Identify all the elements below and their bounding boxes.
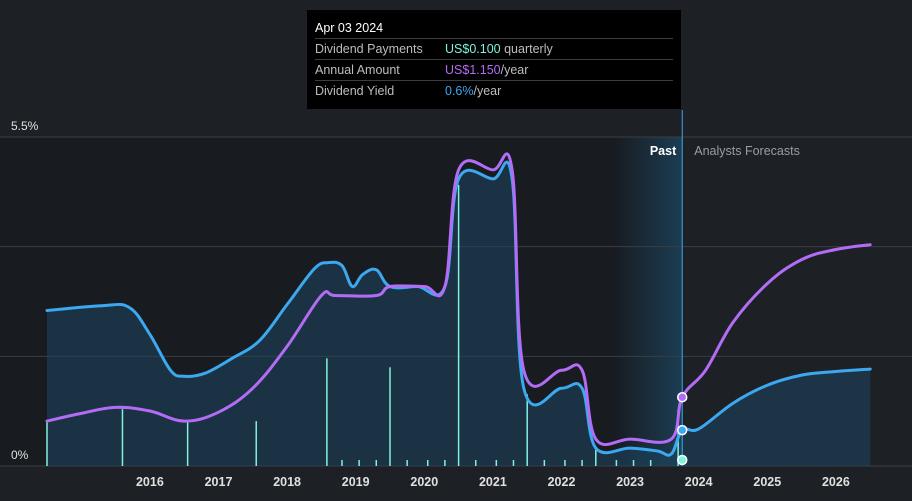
x-tick-label: 2025: [753, 475, 781, 489]
tooltip-date: Apr 03 2024: [315, 18, 673, 39]
tooltip-value: 0.6%: [445, 84, 474, 98]
marker-dividend-payments: [676, 454, 688, 466]
tooltip-unit: /year: [500, 63, 529, 77]
tooltip-unit: /year: [473, 84, 502, 98]
forecast-label: Analysts Forecasts: [694, 144, 800, 158]
y-tick-label: 0%: [11, 448, 29, 462]
x-tick-label: 2017: [205, 475, 233, 489]
x-tick-label: 2019: [342, 475, 370, 489]
x-tick-label: 2024: [685, 475, 713, 489]
x-tick-label: 2026: [822, 475, 850, 489]
tooltip-value: US$1.150: [445, 63, 501, 77]
past-region-highlight: [612, 137, 683, 466]
x-tick-label: 2022: [548, 475, 576, 489]
tooltip-row-annual-amount: Annual Amount US$1.150/year: [315, 60, 673, 81]
x-tick-label: 2016: [136, 475, 164, 489]
tooltip-label: Annual Amount: [315, 63, 400, 77]
tooltip-row-dividend-payments: Dividend Payments US$0.100 quarterly: [315, 39, 673, 60]
tooltip-row-dividend-yield: Dividend Yield 0.6%/year: [315, 81, 673, 101]
tooltip-label: Dividend Yield: [315, 84, 395, 98]
tooltip-unit: quarterly: [500, 42, 553, 56]
x-tick-label: 2018: [273, 475, 301, 489]
x-tick-label: 2023: [616, 475, 644, 489]
tooltip: Apr 03 2024 Dividend Payments US$0.100 q…: [307, 10, 681, 109]
x-tick-label: 2021: [479, 475, 507, 489]
marker-annual-amount: [676, 391, 688, 403]
tooltip-value: US$0.100: [445, 42, 501, 56]
series-line-annual-amount: [45, 152, 872, 447]
past-label: Past: [650, 144, 677, 158]
y-tick-label: 5.5%: [11, 119, 39, 133]
tooltip-label: Dividend Payments: [315, 42, 423, 56]
x-tick-label: 2020: [410, 475, 438, 489]
marker-dividend-yield: [676, 424, 688, 436]
